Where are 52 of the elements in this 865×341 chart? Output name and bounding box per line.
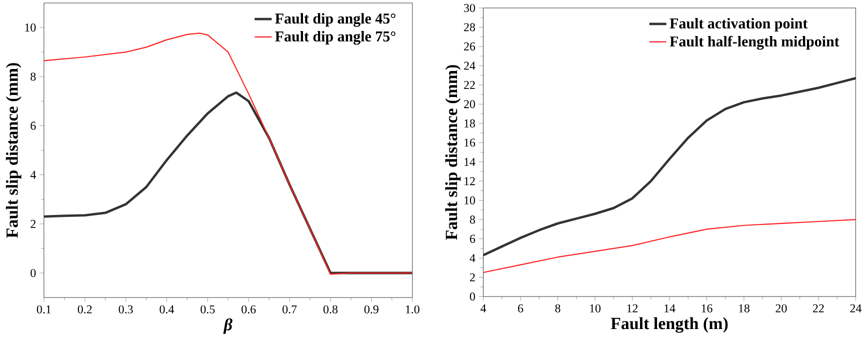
y-axis-title: Fault slip distance (mm) bbox=[445, 64, 461, 240]
x-tick-label: 0.5 bbox=[200, 305, 215, 314]
x-tick-label: 6 bbox=[518, 304, 524, 312]
y-tick-label: 24 bbox=[464, 61, 476, 70]
x-tick-label: 0.9 bbox=[364, 305, 378, 314]
x-tick-label: 24 bbox=[850, 304, 862, 312]
x-tick-label: 18 bbox=[739, 304, 750, 312]
x-tick-label: 0.3 bbox=[118, 305, 133, 314]
x-tick-label: 4 bbox=[480, 304, 486, 312]
legend-label: Fault dip angle 45° bbox=[275, 12, 396, 27]
y-tick-label: 8 bbox=[30, 72, 36, 80]
y-tick-label: 20 bbox=[464, 100, 476, 108]
legend-label: Fault activation point bbox=[670, 18, 808, 32]
x-tick-label: 0.1 bbox=[36, 305, 51, 314]
y-tick-label: 0 bbox=[470, 292, 476, 300]
x-tick-label: 1.0 bbox=[406, 305, 420, 314]
y-tick-label: 26 bbox=[464, 42, 476, 50]
y-tick-label: 6 bbox=[30, 121, 36, 130]
x-axis-title: Fault length (m) bbox=[610, 317, 728, 333]
line-series bbox=[483, 76, 856, 256]
y-tick-label: 10 bbox=[25, 23, 36, 32]
y-tick-label: 18 bbox=[464, 119, 476, 128]
y-axis-title: Fault slip distance (mm) bbox=[6, 62, 22, 238]
y-tick-label: 2 bbox=[30, 220, 36, 228]
x-tick-label: 0.2 bbox=[78, 305, 92, 314]
legend-label: Fault dip angle 75° bbox=[275, 30, 396, 44]
x-tick-label: 14 bbox=[664, 304, 676, 312]
x-tick-label: 22 bbox=[812, 304, 824, 312]
x-tick-label: 0.8 bbox=[323, 305, 338, 314]
y-tick-label: 30 bbox=[464, 4, 476, 12]
x-tick-label: 12 bbox=[627, 304, 638, 312]
legend-label: Fault half-length midpoint bbox=[670, 36, 840, 50]
y-tick-label: 4 bbox=[30, 170, 36, 179]
y-tick-label: 22 bbox=[464, 80, 475, 89]
x-tick-label: 8 bbox=[555, 304, 560, 312]
y-tick-label: 0 bbox=[30, 268, 36, 277]
y-tick-label: 28 bbox=[464, 22, 476, 32]
x-tick-label: 16 bbox=[702, 304, 712, 312]
y-tick-label: 8 bbox=[470, 215, 476, 224]
y-tick-label: 2 bbox=[470, 273, 475, 282]
x-tick-label: 20 bbox=[776, 304, 787, 312]
x-axis-title: β bbox=[223, 318, 232, 334]
y-tick-label: 4 bbox=[470, 254, 476, 262]
x-tick-label: 0.6 bbox=[242, 305, 256, 314]
y-tick-label: 12 bbox=[464, 176, 475, 185]
y-tick-label: 16 bbox=[464, 138, 476, 146]
y-tick-label: 10 bbox=[464, 196, 476, 204]
y-tick-label: 6 bbox=[470, 234, 476, 243]
x-tick-label: 0.4 bbox=[160, 305, 174, 314]
y-tick-label: 14 bbox=[464, 158, 476, 166]
x-tick-label: 0.7 bbox=[282, 305, 297, 314]
x-tick-label: 10 bbox=[590, 304, 601, 312]
